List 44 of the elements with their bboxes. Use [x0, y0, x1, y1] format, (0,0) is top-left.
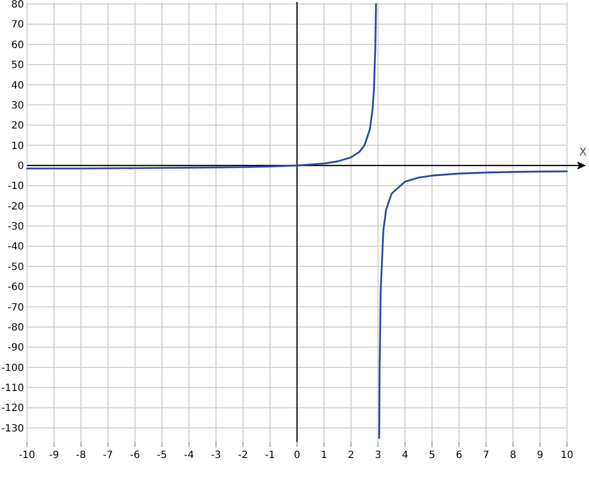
- y-tick-label: -120: [1, 403, 24, 414]
- y-tick-label: 0: [18, 160, 24, 172]
- y-tick-label: 50: [11, 60, 24, 72]
- x-tick-label: 3: [374, 450, 382, 461]
- x-tick-label: -3: [211, 450, 221, 461]
- x-tick-label: 5: [428, 450, 436, 461]
- y-tick-label: -100: [1, 362, 24, 374]
- x-tick-label: 8: [510, 450, 516, 461]
- y-tick-label: -40: [8, 242, 24, 253]
- y-tick-label: -30: [8, 222, 24, 233]
- x-tick-label: -1: [265, 450, 275, 461]
- y-tick-label: -50: [8, 262, 24, 273]
- x-tick-label: -8: [76, 450, 86, 461]
- x-tick-label: 1: [320, 450, 328, 461]
- x-tick-label: 0: [294, 450, 300, 461]
- y-tick-label: -130: [1, 423, 24, 434]
- y-tick-label: 70: [11, 20, 24, 31]
- y-tick-label: 30: [11, 100, 24, 112]
- y-tick-label: -110: [1, 383, 24, 394]
- y-tick-label: -80: [8, 322, 24, 334]
- x-tick-label: 2: [348, 450, 354, 461]
- y-tick-label: -60: [8, 282, 24, 294]
- x-tick-label: 6: [456, 450, 462, 461]
- x-tick-label: -4: [184, 450, 194, 461]
- y-tick-label: -70: [8, 302, 24, 314]
- y-tick-label: 40: [11, 80, 24, 92]
- x-tick-label: 4: [402, 450, 408, 461]
- x-tick-label: -6: [130, 450, 140, 461]
- y-tick-label: 80: [11, 0, 24, 11]
- x-axis-title: X: [579, 145, 588, 158]
- x-tick-label: 7: [482, 450, 490, 461]
- x-tick-label: 9: [536, 450, 544, 461]
- y-tick-label: -10: [8, 181, 24, 192]
- y-tick-label: 60: [11, 40, 24, 51]
- x-tick-label: -5: [157, 450, 167, 461]
- x-tick-label: -9: [49, 450, 59, 461]
- x-tick-label: 10: [560, 450, 574, 461]
- y-tick-label: -90: [8, 342, 24, 354]
- x-tick-label: -7: [103, 450, 113, 461]
- y-tick-label: 20: [11, 120, 24, 132]
- x-tick-label: -2: [238, 450, 248, 461]
- x-tick-label: -10: [18, 450, 36, 461]
- y-tick-label: 10: [11, 140, 24, 152]
- y-tick-label: -20: [8, 201, 24, 212]
